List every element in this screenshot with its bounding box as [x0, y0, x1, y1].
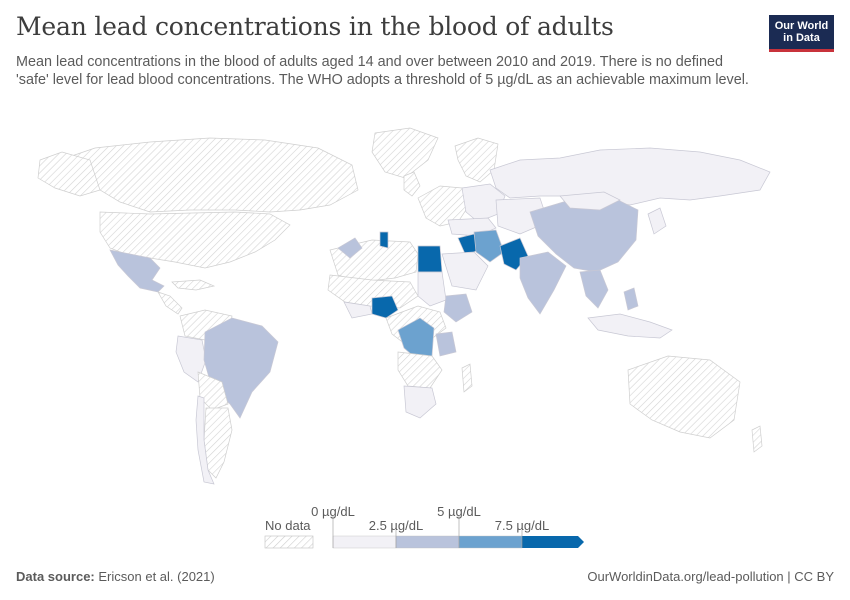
country-nigeria[interactable]	[371, 295, 399, 319]
country-australia[interactable]	[627, 355, 741, 439]
logo-line-2: in Data	[783, 32, 820, 44]
data-source-value[interactable]: Ericson et al. (2021)	[98, 569, 215, 584]
country-egypt[interactable]	[417, 245, 443, 273]
country-korea-japan[interactable]	[647, 207, 667, 235]
country-angola-zambia[interactable]	[397, 351, 443, 389]
logo-line-1: Our World	[774, 20, 829, 32]
country-ethiopia[interactable]	[443, 293, 473, 323]
country-india[interactable]	[519, 251, 567, 315]
country-alaska[interactable]	[37, 151, 101, 197]
country-canada[interactable]	[59, 137, 359, 213]
country-new-zealand[interactable]	[751, 425, 763, 453]
country-russia[interactable]	[489, 147, 771, 206]
country-peru[interactable]	[175, 335, 207, 383]
country-chile[interactable]	[195, 395, 215, 485]
country-united-states[interactable]	[99, 211, 291, 269]
country-central-america[interactable]	[157, 291, 183, 315]
country-caribbean[interactable]	[171, 279, 216, 291]
country-south-africa[interactable]	[403, 385, 437, 419]
country-uk[interactable]	[403, 171, 421, 197]
owid-logo[interactable]: Our World in Data	[769, 15, 834, 52]
legend-no-data-label: No data	[265, 518, 311, 533]
legend-label-5: 5 µg/dL	[437, 504, 481, 519]
country-saudi-arabia[interactable]	[441, 251, 489, 291]
country-west-africa-coast[interactable]	[343, 301, 373, 319]
world-map	[0, 115, 850, 505]
country-morocco[interactable]	[337, 237, 363, 259]
country-tunisia[interactable]	[379, 231, 389, 249]
legend-no-data-swatch	[264, 535, 314, 549]
chart-title: Mean lead concentrations in the blood of…	[16, 12, 614, 41]
legend-label-7-5: 7.5 µg/dL	[495, 518, 549, 533]
chart-subtitle: Mean lead concentrations in the blood of…	[16, 54, 749, 88]
country-bolivia-paraguay[interactable]	[197, 371, 229, 411]
data-source: Data source: Ericson et al. (2021)	[16, 569, 215, 584]
legend-label-0: 0 µg/dL	[311, 504, 355, 519]
legend-bin-1	[332, 535, 397, 549]
country-mexico[interactable]	[109, 249, 165, 293]
country-madagascar[interactable]	[461, 363, 473, 393]
legend-bin-3	[458, 535, 523, 549]
country-argentina[interactable]	[203, 407, 233, 479]
country-southeast-asia[interactable]	[579, 269, 609, 309]
country-western-europe[interactable]	[417, 185, 471, 227]
country-sahel[interactable]	[327, 274, 419, 309]
footer-credit[interactable]: OurWorldinData.org/lead-pollution | CC B…	[587, 569, 834, 584]
country-iran[interactable]	[473, 229, 505, 263]
world-map-svg	[37, 127, 771, 485]
legend-bin-2	[395, 535, 460, 549]
legend-bin-4	[522, 536, 584, 548]
legend-label-2-5: 2.5 µg/dL	[369, 518, 423, 533]
country-greenland[interactable]	[371, 127, 439, 179]
color-legend: No data 0 µg/dL 2.5 µg/dL 5 µg/dL 7.5 µg…	[255, 502, 595, 554]
country-philippines[interactable]	[623, 287, 639, 311]
country-tanzania[interactable]	[435, 331, 457, 357]
country-scandinavia[interactable]	[454, 137, 499, 183]
data-source-label: Data source:	[16, 569, 95, 584]
legend-svg: No data 0 µg/dL 2.5 µg/dL 5 µg/dL 7.5 µg…	[264, 504, 584, 549]
country-indonesia[interactable]	[587, 313, 673, 339]
country-sudan[interactable]	[417, 271, 447, 307]
country-mongolia[interactable]	[559, 191, 621, 211]
